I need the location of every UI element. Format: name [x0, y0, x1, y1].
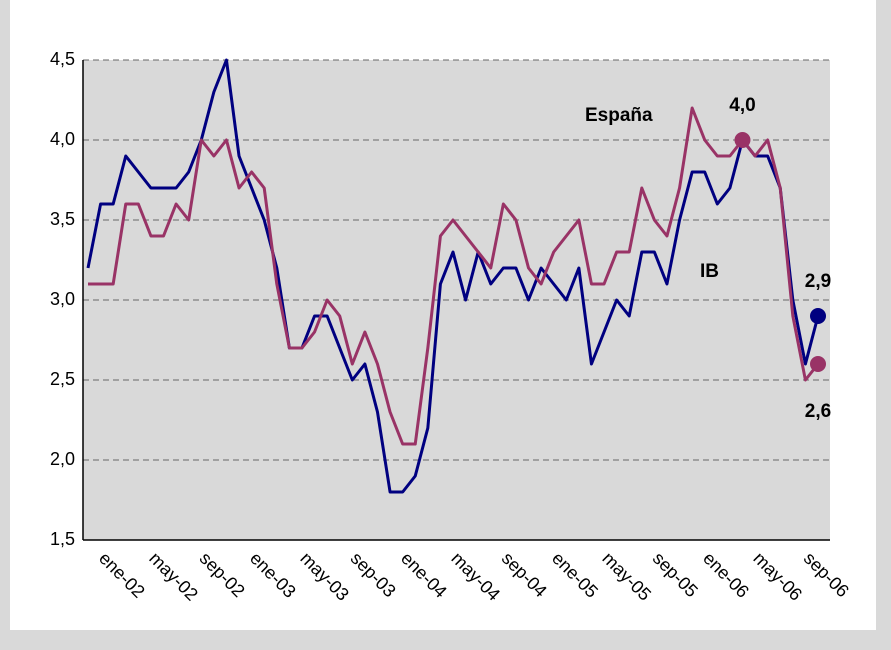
series-line: [86, 58, 820, 494]
y-tick-label: 1,5: [50, 529, 75, 549]
y-tick-label: 4,0: [50, 129, 75, 149]
y-tick-label: 3,5: [50, 209, 75, 229]
series-label: IB: [700, 261, 719, 282]
y-tick-label: 3,0: [50, 289, 75, 309]
marker: [810, 356, 826, 372]
y-tick-label: 2,5: [50, 369, 75, 389]
data-label: 2,6: [805, 401, 831, 422]
marker: [810, 308, 826, 324]
y-tick-label: 4,5: [50, 49, 75, 69]
y-tick-label: 2,0: [50, 449, 75, 469]
marker: [734, 132, 751, 148]
series-line: [88, 106, 820, 446]
series-label: España: [585, 105, 653, 126]
data-label: 2,9: [805, 271, 831, 292]
data-label: 4,0: [729, 95, 755, 116]
